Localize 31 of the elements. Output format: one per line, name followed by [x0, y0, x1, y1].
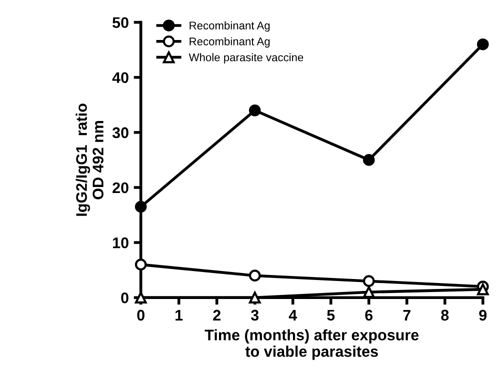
- point: [248, 292, 261, 304]
- point: [248, 104, 261, 116]
- x-tick-label: 5: [327, 310, 335, 321]
- x-tick-label: 4: [288, 310, 298, 320]
- point: [476, 38, 489, 50]
- y-tick-label: 50: [112, 17, 128, 28]
- x-axis-title: Time (months) after exposure to viable parasites: [204, 329, 419, 360]
- point: [476, 283, 489, 296]
- y-tick-label: 40: [112, 72, 128, 84]
- x-tick-label: 8: [441, 310, 449, 321]
- y-axis-title: IgG2/IgG1 ratio OD 492 nm: [76, 104, 104, 216]
- x-tick-label: 6: [365, 310, 373, 321]
- y-tick-label: 0: [121, 292, 128, 304]
- legend-label: Recombinant Ag: [190, 21, 270, 32]
- legend-label: Whole parasite vaccine: [188, 53, 304, 64]
- x-tick-label: 2: [213, 310, 220, 320]
- point: [362, 154, 375, 166]
- x-tick-label: 0: [137, 310, 144, 321]
- point: [248, 270, 261, 282]
- x-tick-label: 1: [176, 310, 183, 320]
- point: [362, 275, 375, 287]
- legend-label: Recombinant Ag: [190, 37, 270, 48]
- point: [134, 258, 147, 270]
- point: [362, 286, 375, 298]
- y-tick-label: 30: [112, 127, 128, 138]
- y-tick-label: 10: [113, 237, 128, 248]
- point: [134, 200, 147, 213]
- x-tick-label: 9: [479, 310, 487, 321]
- x-tick-label: 7: [403, 310, 410, 320]
- y-tick-label: 20: [112, 182, 128, 194]
- x-tick-label: 3: [250, 310, 259, 321]
